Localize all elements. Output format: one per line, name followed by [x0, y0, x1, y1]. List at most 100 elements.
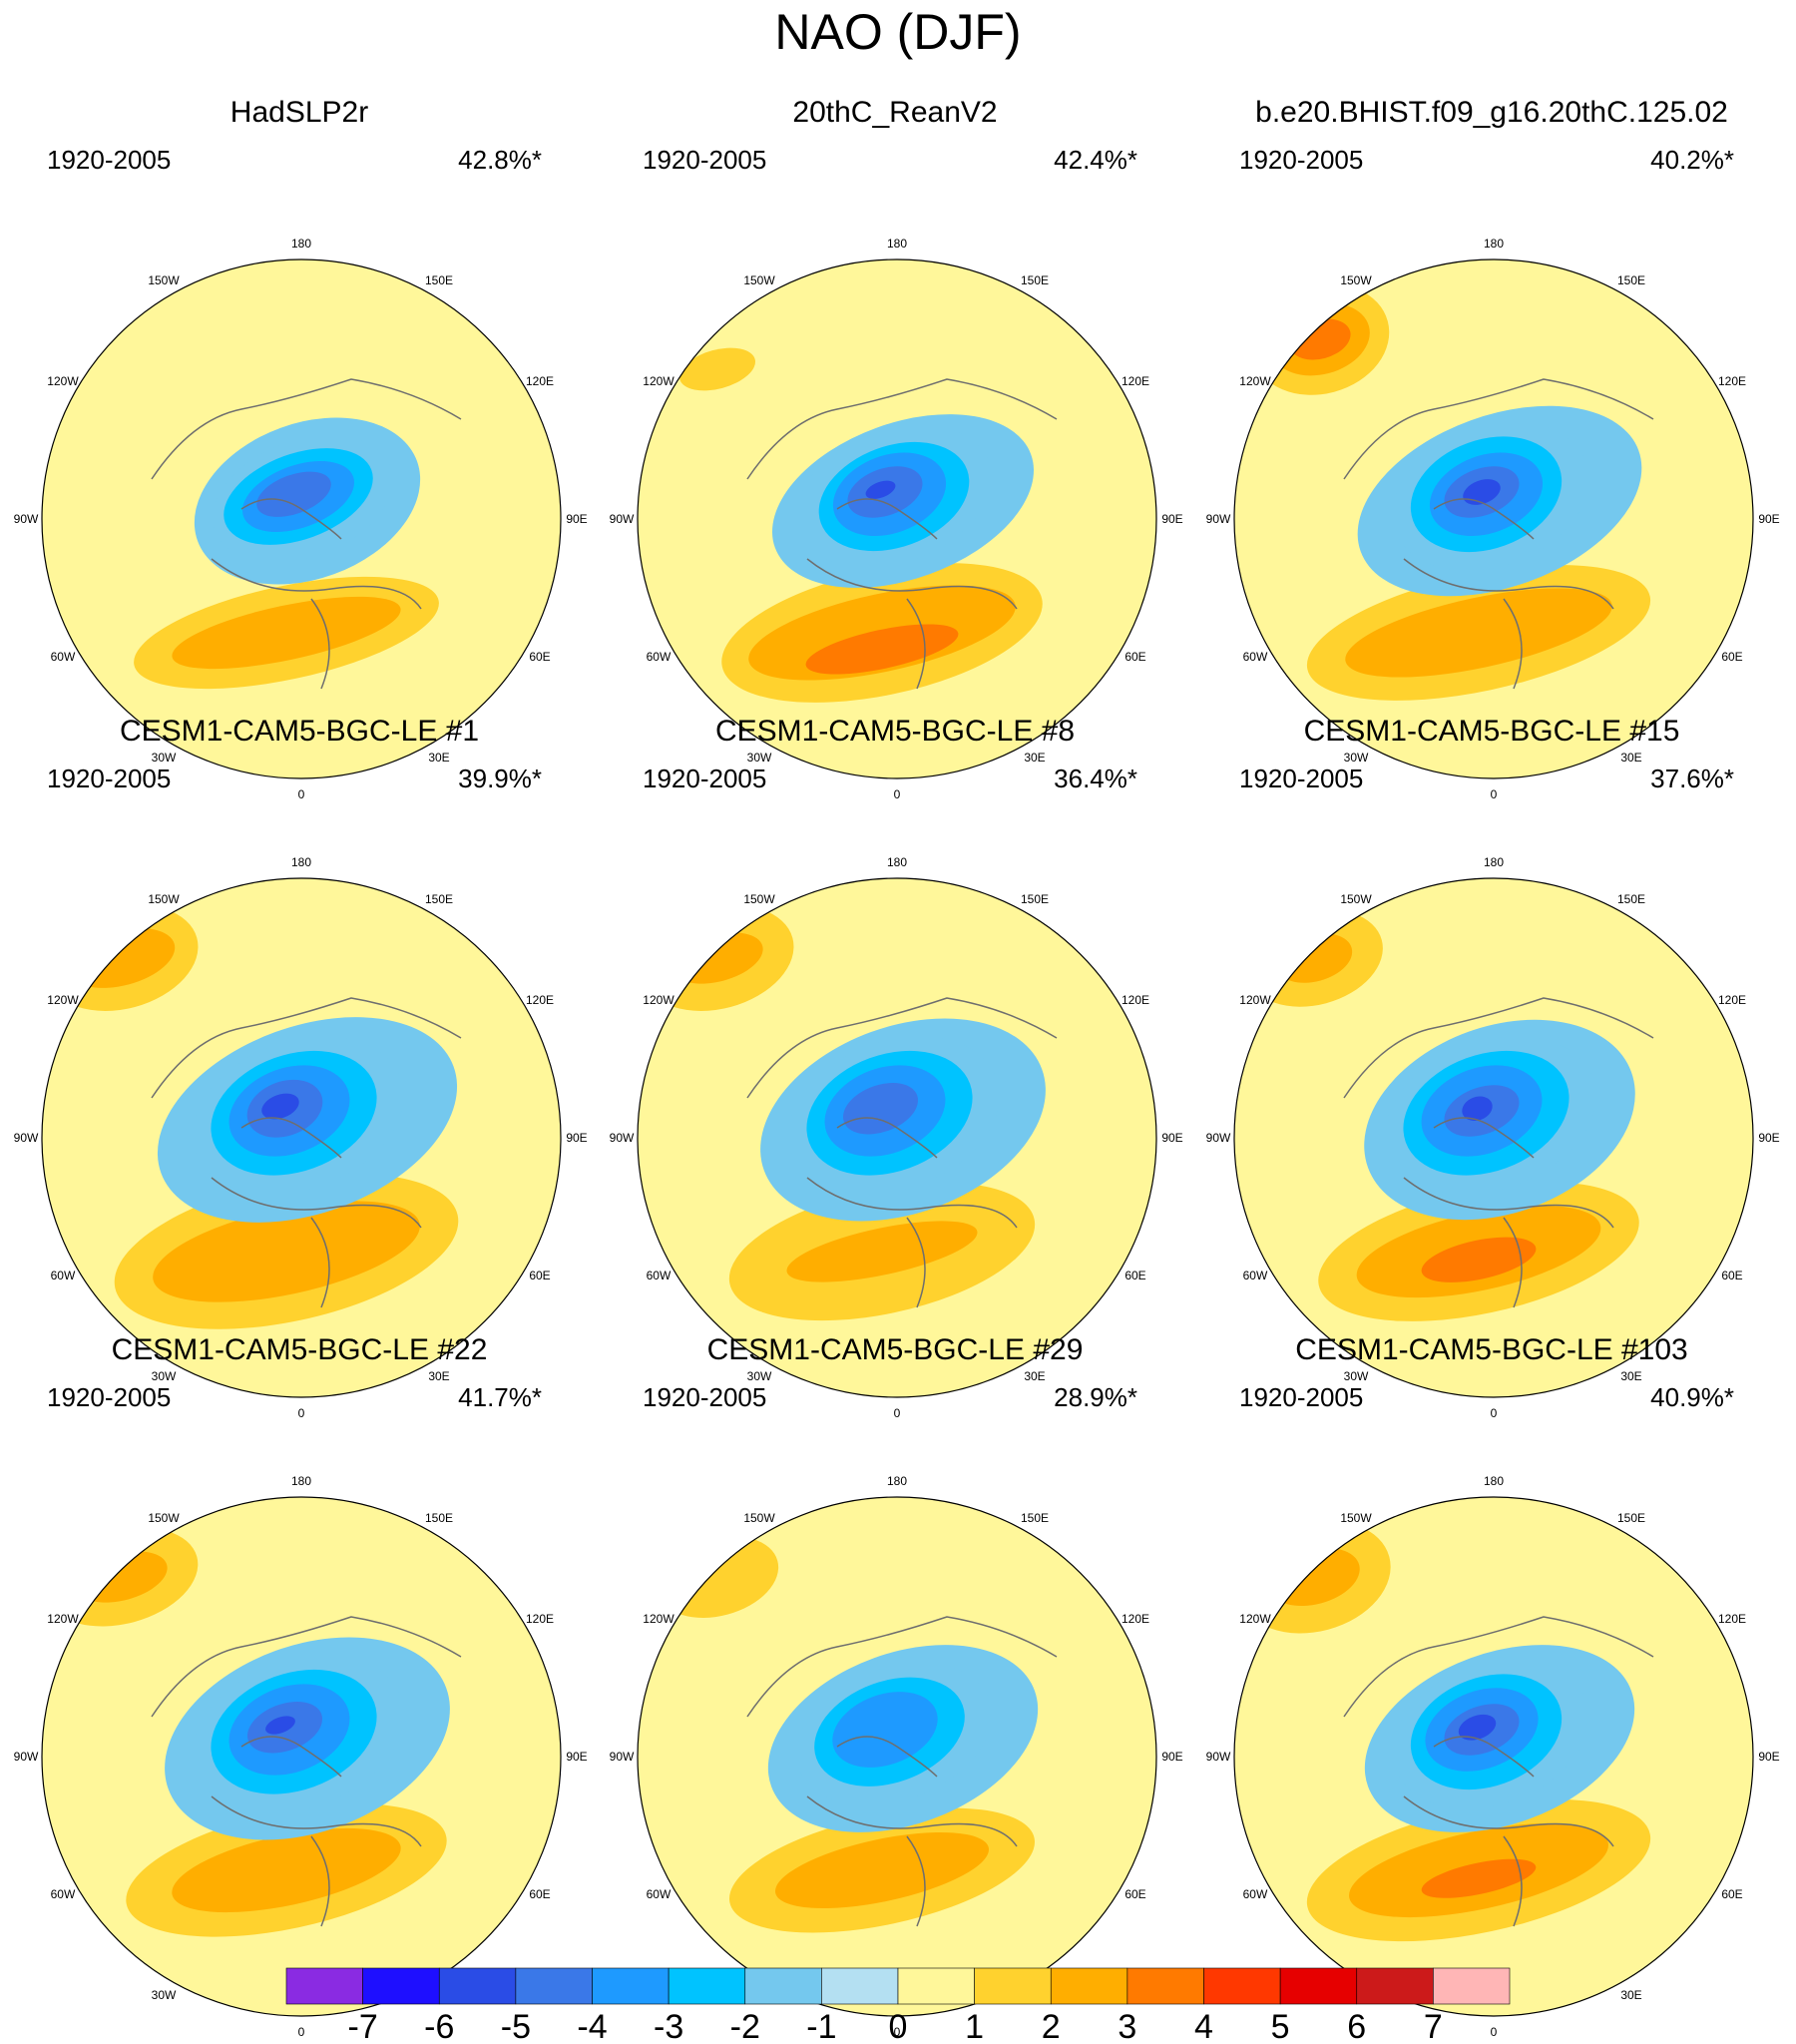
map-field	[638, 1497, 1156, 2016]
coastline	[151, 378, 462, 690]
map-field	[42, 1497, 561, 2016]
longitude-label: 120W	[643, 1612, 674, 1626]
longitude-label: 30W	[747, 751, 772, 765]
colorbar-swatch	[362, 1967, 440, 2005]
longitude-label: 90E	[566, 1750, 587, 1764]
colorbar-svg: -7 -6 -5 -4 -3 -2 -1 0 1 2 3 4 5 6 7	[285, 1967, 1511, 2044]
longitude-label: 0	[298, 2025, 305, 2039]
arctic-low-contour	[832, 1692, 938, 1768]
coastline	[151, 997, 462, 1308]
longitude-label: 150W	[1340, 1511, 1372, 1525]
map-field	[638, 878, 1156, 1397]
map-border	[41, 877, 562, 1398]
longitude-label: 120E	[1718, 374, 1746, 388]
longitude-label: 30W	[747, 1369, 772, 1383]
longitude-label: 150W	[1340, 892, 1372, 906]
longitude-label: 60E	[529, 1269, 550, 1282]
longitude-label: 90E	[1161, 1131, 1182, 1145]
coastline	[746, 997, 1058, 1308]
atlantic-high-contour	[172, 596, 401, 670]
panel-period: 1920-2005	[1239, 145, 1364, 175]
panel-variance: 39.9%*	[458, 764, 542, 793]
longitude-label: 60W	[1243, 650, 1268, 664]
coastline	[1343, 378, 1654, 690]
longitude-label: 30W	[152, 1988, 177, 2002]
longitude-label: 180	[887, 1474, 907, 1488]
colorbar-label: 5	[1271, 2008, 1290, 2044]
longitude-label: 150W	[148, 273, 180, 287]
longitude-label: 90W	[14, 1131, 39, 1145]
map-panel: 20thC_ReanV2 1920-2005 42.4%* 180 150E 120E 90…	[596, 95, 1194, 801]
longitude-label: 120E	[1122, 993, 1149, 1007]
longitude-label: 120E	[1122, 374, 1149, 388]
atlantic-high-contour	[153, 1201, 420, 1302]
longitude-label: 120W	[1239, 1612, 1271, 1626]
map-border	[1233, 258, 1754, 779]
longitude-label: 90E	[1758, 1750, 1779, 1764]
atlantic-high-contour	[1421, 1858, 1537, 1898]
colorbar-swatch	[1279, 1967, 1358, 2005]
map-field	[638, 259, 1156, 778]
arctic-low-contour	[1458, 1714, 1497, 1741]
panel-variance: 42.4%*	[1054, 145, 1137, 175]
colorbar-label: -3	[654, 2008, 683, 2044]
longitude-label: 150E	[1617, 892, 1645, 906]
colorbar-label: -6	[424, 2008, 454, 2044]
atlantic-high-contour	[805, 624, 959, 675]
arctic-low-contour	[1462, 1096, 1493, 1121]
map-border	[637, 1496, 1157, 2017]
longitude-label: 0	[1491, 1406, 1498, 1420]
colorbar-swatch	[744, 1967, 822, 2005]
longitude-label: 180	[291, 855, 311, 869]
colorbar-swatch	[668, 1967, 746, 2005]
longitude-label: 30W	[1344, 1369, 1369, 1383]
longitude-label: 90W	[1206, 1131, 1231, 1145]
longitude-label: 60E	[1124, 1887, 1145, 1901]
longitude-label: 120E	[526, 1612, 554, 1626]
longitude-label: 90W	[610, 1131, 635, 1145]
panel-variance: 40.9%*	[1650, 1382, 1734, 1412]
longitude-label: 60W	[51, 1887, 76, 1901]
panel-period: 1920-2005	[1239, 764, 1364, 793]
panel-title: HadSLP2r	[229, 96, 369, 129]
longitude-label: 30W	[1344, 751, 1369, 765]
longitude-label: 120E	[1718, 1612, 1746, 1626]
colorbar-swatch	[1356, 1967, 1434, 2005]
map-panel: HadSLP2r 1920-2005 42.8%* 180 150E 120E 90E 60E…	[0, 95, 599, 801]
longitude-label: 150W	[1340, 273, 1372, 287]
longitude-label: 150E	[425, 1511, 453, 1525]
longitude-label: 90W	[14, 1750, 39, 1764]
longitude-label: 60E	[1721, 1887, 1742, 1901]
map-border	[1233, 1496, 1754, 2017]
map-panel: b.e20.BHIST.f09_g16.20thC.125.02 1920-200…	[1192, 95, 1791, 801]
arctic-low-contour	[842, 1083, 919, 1135]
longitude-label: 120W	[643, 374, 674, 388]
longitude-label: 180	[1484, 1474, 1504, 1488]
map-panel: CESM1-CAM5-BGC-LE #29 1920-2005 28.9%* 180 1…	[596, 1332, 1194, 2039]
map-field	[1234, 1497, 1753, 2016]
colorbar-label: 4	[1194, 2008, 1213, 2044]
longitude-label: 120W	[1239, 374, 1271, 388]
colorbar-label: -4	[577, 2008, 607, 2044]
panel-variance: 40.2%*	[1650, 145, 1734, 175]
panel-period: 1920-2005	[1239, 1382, 1364, 1412]
coastline	[746, 378, 1058, 690]
map-field	[42, 878, 561, 1397]
panel-variance: 41.7%*	[458, 1382, 542, 1412]
longitude-label: 90W	[14, 512, 39, 526]
longitude-label: 30E	[1024, 1369, 1045, 1383]
atlantic-high-contour	[172, 1827, 401, 1913]
longitude-label: 120E	[1718, 993, 1746, 1007]
panel-period: 1920-2005	[47, 764, 172, 793]
longitude-label: 0	[894, 1406, 901, 1420]
colorbar-label: -1	[806, 2008, 836, 2044]
longitude-label: 60W	[647, 650, 672, 664]
panel-period: 1920-2005	[47, 145, 172, 175]
colorbar-label: 3	[1118, 2008, 1136, 2044]
panel-period: 1920-2005	[643, 145, 767, 175]
colorbar-swatch	[1050, 1967, 1128, 2005]
longitude-label: 30E	[1620, 1988, 1641, 2002]
colorbar-swatch	[438, 1967, 517, 2005]
